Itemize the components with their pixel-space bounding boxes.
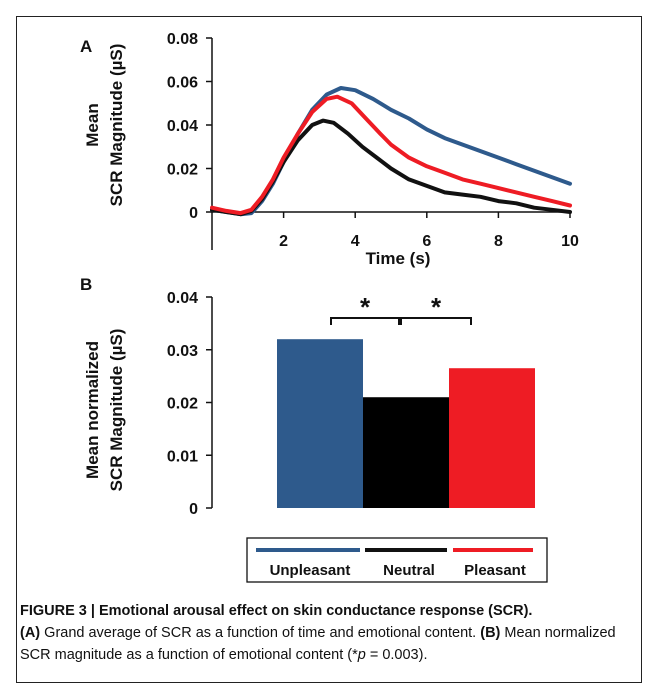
panel-b: B Mean normalized SCR Magnitude (µS) 0 0.… (80, 275, 535, 518)
panel-a-series-neutral (210, 118, 572, 217)
significance-star: * (360, 292, 371, 322)
caption-text-a: Grand average of SCR as a function of ti… (40, 625, 481, 641)
panel-b-bar-pleasant (449, 368, 535, 508)
caption-label-a: (A) (20, 625, 41, 641)
caption-text-b: Mean normalized SCR magnitude as a funct… (20, 625, 616, 663)
panel-b-y-tick-label: 0 (189, 501, 198, 518)
legend: Unpleasant Neutral Pleasant (246, 537, 548, 583)
panel-a-y-tick-label: 0.04 (167, 118, 198, 135)
panel-a-axes: 0 0.02 0.04 0.06 0.08 2 4 6 8 10 (167, 31, 579, 250)
panel-a-y-tick-label: 0.08 (167, 31, 198, 48)
panel-a-y-tick-label: 0.06 (167, 75, 198, 92)
caption-label-b: (B) (480, 625, 501, 641)
caption-body: (A) Grand average of SCR as a function o… (20, 622, 640, 666)
significance-bracket (400, 317, 472, 325)
panel-b-y-tick-label: 0.01 (167, 448, 198, 465)
panel-a-ylabel-line2: SCR Magnitude (µS) (107, 44, 126, 207)
legend-label-unpleasant: Unpleasant (270, 562, 351, 579)
figure-frame (16, 16, 642, 683)
panel-b-y-tick-label: 0.04 (167, 290, 198, 307)
panel-a-ylabel-line1: Mean (83, 103, 102, 146)
panel-b-bars (277, 339, 535, 508)
panel-a-x-tick-label: 4 (351, 233, 360, 250)
legend-label-pleasant: Pleasant (464, 562, 526, 579)
panel-b-label: B (80, 275, 92, 294)
caption-p-symbol: p (357, 647, 366, 663)
legend-box (246, 537, 548, 583)
significance-bracket (330, 317, 400, 325)
panel-a-lines (210, 86, 572, 217)
legend-label-neutral: Neutral (383, 562, 435, 579)
panel-b-bar-neutral (363, 397, 449, 508)
panel-a-x-tick-label: 6 (422, 233, 431, 250)
panel-b-axes: 0 0.01 0.02 0.03 0.04 (167, 290, 213, 518)
significance-star: * (431, 292, 442, 322)
panel-b-y-tick-label: 0.03 (167, 343, 198, 360)
panel-a-label: A (80, 37, 92, 56)
panel-b-bar-unpleasant (277, 339, 363, 508)
panel-b-significance: * * (330, 292, 472, 325)
panel-a-x-tick-label: 2 (279, 233, 288, 250)
panel-b-ylabel-line1: Mean normalized (83, 341, 102, 479)
figure-chart: A Mean SCR Magnitude (µS) 00.020.040.060… (80, 31, 579, 583)
panel-a-y-tick-label: 0 (189, 205, 198, 222)
figure-caption: FIGURE 3 | Emotional arousal effect on s… (20, 600, 640, 666)
panel-a-x-tick-label: 8 (494, 233, 503, 250)
panel-a: A Mean SCR Magnitude (µS) 00.020.040.060… (80, 31, 579, 268)
panel-b-y-tick-label: 0.02 (167, 396, 198, 413)
panel-b-ylabel-line2: SCR Magnitude (µS) (107, 329, 126, 492)
panel-a-y-tick-label: 0.02 (167, 162, 198, 179)
panel-a-series-pleasant (210, 94, 572, 216)
panel-a-xlabel: Time (s) (366, 249, 431, 268)
caption-title: FIGURE 3 | Emotional arousal effect on s… (20, 603, 533, 619)
caption-text-end: = 0.003). (365, 647, 428, 663)
panel-a-x-tick-label: 10 (561, 233, 579, 250)
